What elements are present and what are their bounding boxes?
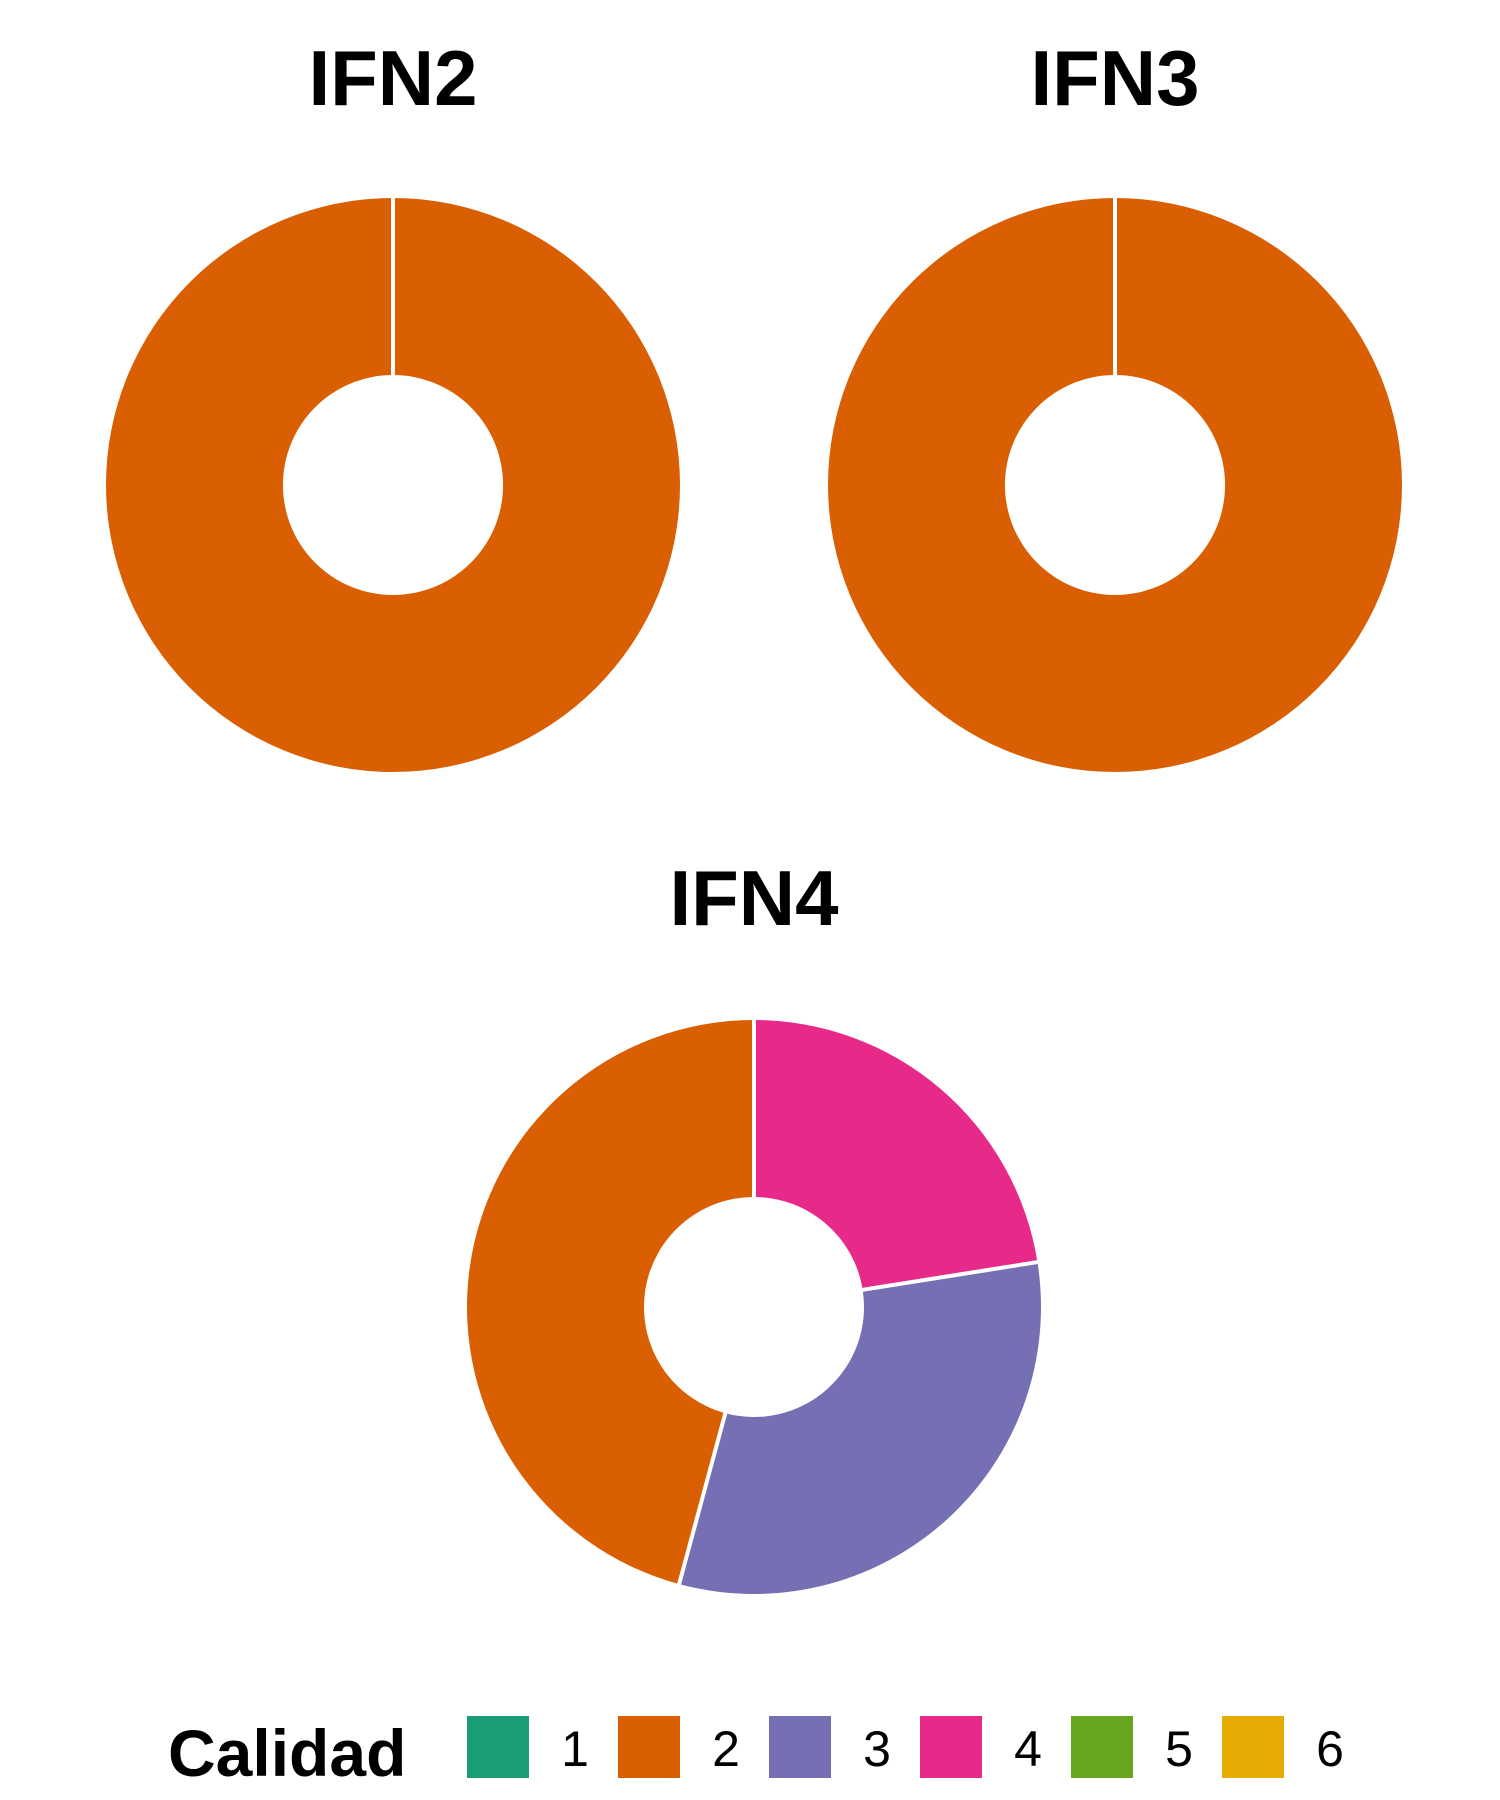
panel-title-ifn4: IFN4 — [669, 854, 838, 942]
legend-label-3: 3 — [863, 1721, 891, 1777]
donut-slice-ifn4-calidad-3 — [679, 1262, 1041, 1595]
slice-separator-ifn4 — [676, 1411, 728, 1586]
legend-label-2: 2 — [712, 1721, 740, 1777]
panel-title-ifn3: IFN3 — [1030, 34, 1199, 122]
donut-panel-ifn4: IFN4 — [467, 854, 1041, 1595]
legend-swatch-6 — [1222, 1716, 1284, 1778]
donut-slice-ifn3-calidad-2 — [828, 198, 1402, 772]
slice-separator-ifn4 — [861, 1259, 1039, 1292]
donut-slices-ifn4 — [467, 1019, 1041, 1595]
legend-swatch-1 — [467, 1716, 529, 1778]
legend-label-1: 1 — [561, 1721, 589, 1777]
legend-swatch-2 — [618, 1716, 680, 1778]
donut-slice-ifn2-calidad-2 — [106, 198, 680, 772]
donut-slices-ifn2 — [106, 197, 680, 772]
donut-panel-ifn3: IFN3 — [828, 34, 1402, 772]
legend-label-6: 6 — [1316, 1721, 1344, 1777]
legend-swatch-5 — [1071, 1716, 1133, 1778]
legend-title: Calidad — [168, 1716, 406, 1790]
legend-swatch-3 — [769, 1716, 831, 1778]
donut-slice-ifn4-calidad-4 — [754, 1020, 1038, 1290]
panel-title-ifn2: IFN2 — [308, 34, 477, 122]
legend-items: 1 2 3 4 5 6 — [467, 1716, 1344, 1778]
donut-slice-ifn4-calidad-2 — [467, 1020, 754, 1585]
legend-label-5: 5 — [1165, 1721, 1193, 1777]
legend-swatch-4 — [920, 1716, 982, 1778]
legend-label-4: 4 — [1014, 1721, 1042, 1777]
legend: Calidad 1 2 3 4 5 6 — [168, 1716, 1344, 1790]
donut-slices-ifn3 — [828, 197, 1402, 772]
donut-panel-ifn2: IFN2 — [106, 34, 680, 772]
